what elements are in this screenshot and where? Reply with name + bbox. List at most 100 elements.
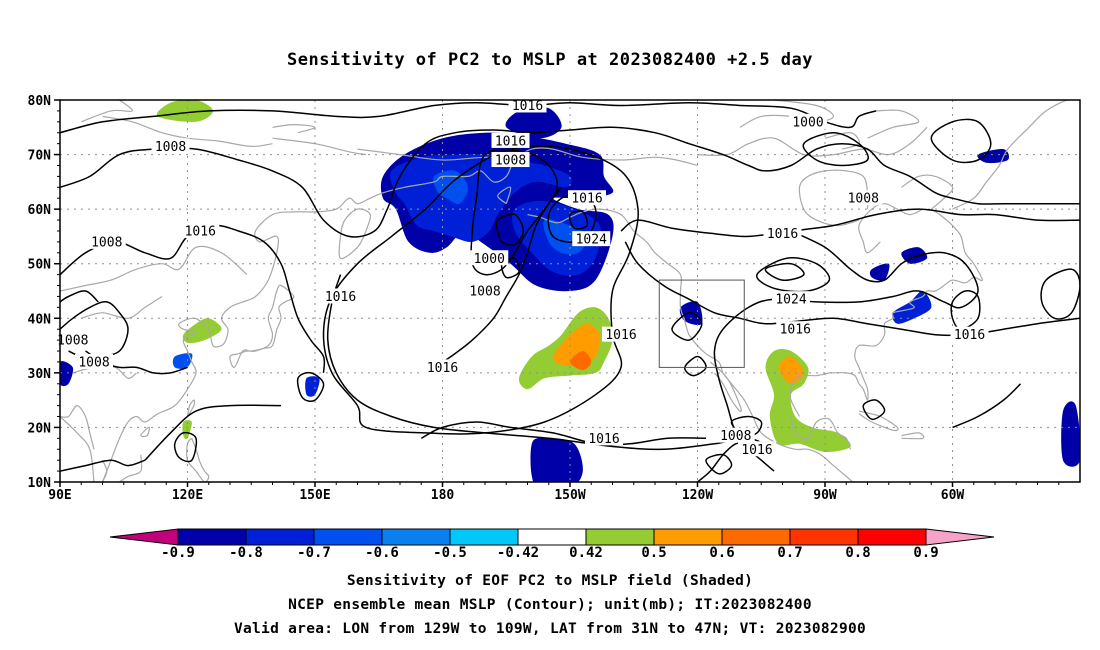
- colorbar-tick-label: 0.5: [641, 545, 666, 561]
- lon-label: 90E: [48, 488, 71, 503]
- mslp-contour-layer: [60, 101, 1080, 482]
- contour-label: 1016: [181, 222, 220, 239]
- lat-label: 60N: [28, 203, 52, 218]
- svg-text:1024: 1024: [576, 233, 607, 248]
- caption-line-3: Valid area: LON from 129W to 109W, LAT f…: [233, 621, 867, 637]
- svg-text:1016: 1016: [605, 328, 636, 343]
- colorbar-labels: -0.9 -0.8 -0.7 -0.6 -0.5 -0.42 0.42 0.5 0.6 0.7 0.…: [161, 545, 939, 561]
- lon-label: 120W: [682, 488, 713, 503]
- contour-label: 1016: [491, 132, 530, 149]
- colorbar-swatch: [721, 528, 791, 546]
- valid-area-box: [658, 279, 745, 368]
- lon-label: 120E: [172, 488, 203, 503]
- colorbar-tick-label: -0.9: [161, 545, 195, 561]
- svg-text:1008: 1008: [495, 154, 526, 169]
- contour-label: 1008: [491, 152, 530, 169]
- contour-label: 1008: [716, 427, 755, 444]
- svg-text:1000: 1000: [474, 252, 505, 267]
- contour-label: 1008: [53, 332, 92, 349]
- colorbar-swatch: [245, 528, 315, 546]
- colorbar-min-arrow: [109, 528, 179, 546]
- svg-text:1008: 1008: [469, 285, 500, 300]
- svg-text:1016: 1016: [767, 227, 798, 242]
- contour-label: 1008: [75, 353, 113, 370]
- svg-text:1024: 1024: [775, 293, 806, 308]
- colorbar-swatch: [177, 528, 247, 546]
- contour-label: 1000: [789, 113, 827, 130]
- contour-label: 1008: [151, 138, 190, 155]
- colorbar-tick-label: -0.5: [433, 545, 467, 561]
- contour-label: 1008: [844, 190, 883, 207]
- contour-label: 1024: [572, 231, 611, 248]
- lat-label: 10N: [28, 476, 52, 491]
- lon-label: 150W: [554, 488, 585, 503]
- svg-text:1008: 1008: [720, 429, 751, 444]
- colorbar-swatch: [585, 528, 655, 546]
- svg-text:1008: 1008: [155, 140, 186, 155]
- colorbar-swatch: [381, 528, 451, 546]
- svg-text:1008: 1008: [91, 235, 122, 250]
- contour-label: 1016: [602, 326, 640, 343]
- colorbar-tick-label: -0.7: [297, 545, 331, 561]
- contour-label: 1016: [776, 321, 815, 338]
- contour-label: 1016: [568, 190, 606, 207]
- colorbar-swatch: [653, 528, 723, 546]
- graticule-layer: [60, 100, 1080, 482]
- svg-text:1016: 1016: [185, 224, 216, 239]
- svg-text:1016: 1016: [325, 290, 356, 305]
- colorbar-swatches: [109, 528, 995, 546]
- lat-label: 80N: [28, 94, 52, 109]
- colorbar-swatch: [313, 528, 383, 546]
- lat-label: 70N: [28, 149, 52, 164]
- lat-label: 50N: [28, 258, 52, 273]
- contour-label-layer: 1016101610081016102410001008101610161016…: [53, 97, 989, 458]
- contour-label: 1016: [321, 288, 360, 305]
- lon-label: 90W: [813, 488, 837, 503]
- contour-label: 1016: [763, 225, 802, 242]
- colorbar-tick-label: 0.8: [845, 545, 870, 561]
- svg-text:1016: 1016: [588, 432, 619, 447]
- contour-label: 1016: [738, 441, 776, 458]
- lat-label: 20N: [28, 421, 52, 436]
- sensitivity-shading-layer: [60, 100, 1080, 482]
- contour-label: 1016: [508, 97, 547, 114]
- lat-label: 30N: [28, 367, 52, 382]
- colorbar-max-arrow: [925, 528, 995, 546]
- lon-label: 180: [431, 488, 455, 503]
- caption-line-1: Sensitivity of EOF PC2 to MSLP field (Sh…: [346, 573, 754, 589]
- svg-text:1008: 1008: [57, 334, 88, 349]
- svg-text:1016: 1016: [780, 323, 811, 338]
- plot-title: Sensitivity of PC2 to MSLP at 2023082400…: [286, 50, 813, 70]
- colorbar-tick-label: -0.6: [365, 545, 399, 561]
- svg-text:1008: 1008: [848, 192, 879, 207]
- coastline-layer: [60, 100, 1080, 482]
- colorbar-tick-label: 0.7: [777, 545, 802, 561]
- colorbar-swatch: [857, 528, 927, 546]
- lon-label: 150E: [299, 488, 330, 503]
- colorbar-tick-label: 0.42: [569, 545, 603, 561]
- caption-line-2: NCEP ensemble mean MSLP (Contour); unit(…: [288, 597, 812, 613]
- svg-text:1016: 1016: [512, 99, 543, 114]
- svg-text:1000: 1000: [792, 115, 823, 130]
- contour-label: 1016: [585, 430, 623, 447]
- contour-label: 1000: [470, 250, 509, 267]
- svg-text:1016: 1016: [741, 443, 772, 458]
- svg-text:1016: 1016: [954, 328, 985, 343]
- colorbar-tick-label: -0.8: [229, 545, 263, 561]
- lon-label: 60W: [941, 488, 965, 503]
- contour-label: 1008: [466, 283, 504, 300]
- contour-label: 1016: [950, 326, 989, 343]
- svg-text:1016: 1016: [571, 192, 602, 207]
- svg-text:1016: 1016: [427, 361, 458, 376]
- colorbar-swatch: [449, 528, 519, 546]
- colorbar-tick-label: -0.42: [497, 545, 539, 561]
- svg-text:1008: 1008: [78, 355, 109, 370]
- lat-label: 40N: [28, 312, 52, 327]
- contour-label: 1024: [772, 291, 810, 308]
- colorbar-tick-label: 0.9: [913, 545, 938, 561]
- contour-label: 1008: [87, 233, 126, 250]
- colorbar-tick-label: 0.6: [709, 545, 734, 561]
